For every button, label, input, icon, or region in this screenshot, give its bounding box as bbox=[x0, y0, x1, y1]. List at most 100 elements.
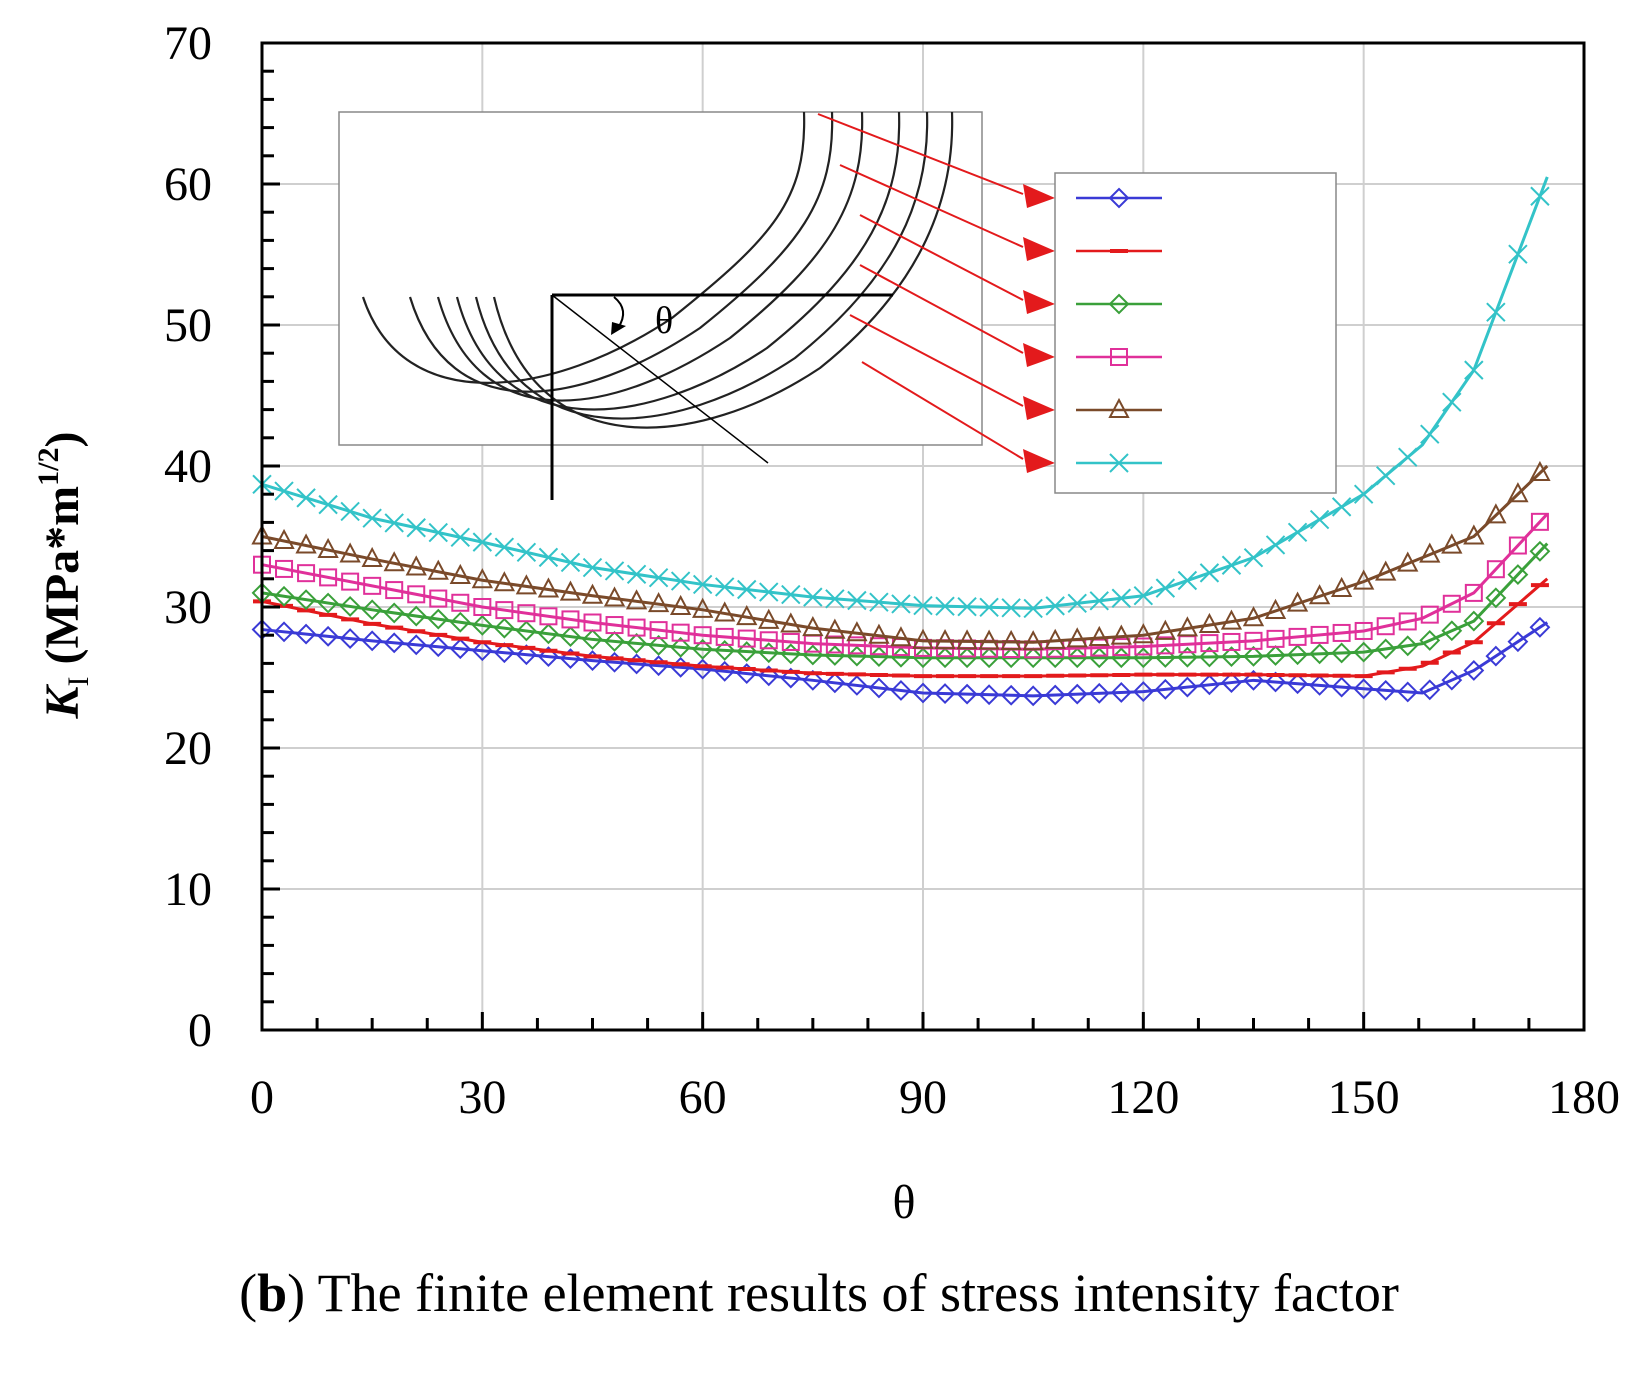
data-point bbox=[405, 605, 427, 627]
data-point bbox=[648, 634, 670, 656]
data-point bbox=[1529, 540, 1551, 562]
data-point bbox=[825, 589, 845, 609]
data-point bbox=[340, 501, 360, 522]
series-6 bbox=[252, 176, 1550, 619]
data-point bbox=[427, 636, 449, 658]
data-point bbox=[957, 597, 977, 617]
data-point bbox=[449, 563, 471, 584]
crack-front-arc bbox=[455, 111, 901, 411]
legend-marker bbox=[1108, 397, 1130, 418]
data-point bbox=[517, 604, 536, 623]
data-point bbox=[1309, 674, 1331, 696]
data-point bbox=[1067, 593, 1087, 614]
data-point bbox=[1530, 186, 1550, 206]
inset-theta-label: θ bbox=[655, 300, 673, 342]
data-point bbox=[1265, 645, 1286, 666]
figure-caption: (b) The finite element results of stress… bbox=[0, 1262, 1638, 1324]
data-point bbox=[471, 640, 493, 662]
data-point bbox=[846, 621, 868, 642]
data-point bbox=[802, 669, 824, 691]
legend-entry bbox=[1076, 187, 1162, 209]
data-point bbox=[274, 481, 294, 501]
data-point bbox=[605, 616, 624, 635]
data-point bbox=[471, 614, 493, 636]
data-point bbox=[736, 641, 758, 662]
data-point bbox=[515, 644, 537, 666]
data-point bbox=[493, 571, 516, 592]
data-point bbox=[1330, 576, 1353, 597]
data-point bbox=[604, 630, 625, 652]
data-point bbox=[693, 626, 712, 645]
svg-text:KI (MPa*m1/2): KI (MPa*m1/2) bbox=[32, 432, 95, 720]
pointer-arrow-icon bbox=[859, 214, 1055, 314]
data-point bbox=[781, 584, 801, 605]
y-axis-label-symbol: K bbox=[36, 683, 89, 719]
inset-angle-ray bbox=[551, 294, 769, 464]
data-point bbox=[1154, 647, 1176, 668]
data-point bbox=[582, 557, 603, 578]
data-point bbox=[451, 593, 470, 612]
data-point bbox=[1463, 524, 1485, 545]
data-point bbox=[1088, 682, 1110, 704]
data-point bbox=[1308, 584, 1331, 605]
x-tick-label: 60 bbox=[679, 1071, 727, 1124]
data-point bbox=[803, 587, 823, 607]
data-point bbox=[516, 542, 537, 562]
data-point bbox=[1530, 512, 1549, 531]
data-point bbox=[824, 618, 846, 639]
data-point bbox=[1419, 542, 1441, 563]
data-point bbox=[1133, 586, 1154, 606]
data-point bbox=[273, 585, 295, 607]
data-point bbox=[1485, 503, 1507, 524]
data-point bbox=[1000, 647, 1022, 669]
data-point bbox=[1000, 629, 1022, 650]
legend-marker bbox=[1110, 348, 1128, 366]
pointer-arrow-head bbox=[1023, 237, 1055, 261]
pointer-arrow-shaft bbox=[839, 164, 1024, 248]
data-point bbox=[1243, 547, 1264, 568]
data-point bbox=[1397, 551, 1419, 572]
data-point bbox=[758, 608, 780, 629]
data-point bbox=[1375, 560, 1397, 581]
pointer-arrow-head bbox=[1023, 396, 1055, 420]
legend-marker bbox=[1108, 293, 1130, 315]
data-point bbox=[869, 637, 888, 656]
y-axis-label-exponent: 1/2 bbox=[32, 448, 65, 486]
data-point bbox=[913, 595, 933, 616]
data-point bbox=[1154, 619, 1177, 640]
y-axis-label-close: ) bbox=[36, 432, 89, 448]
data-point bbox=[471, 568, 493, 589]
data-point bbox=[1398, 612, 1417, 631]
data-point bbox=[781, 632, 800, 651]
data-point bbox=[648, 567, 669, 588]
data-point bbox=[319, 568, 338, 587]
data-point bbox=[670, 636, 692, 658]
caption-label: b bbox=[257, 1263, 288, 1323]
data-point bbox=[1177, 570, 1198, 591]
data-point bbox=[1022, 630, 1044, 651]
data-point bbox=[318, 494, 338, 515]
data-point bbox=[1066, 647, 1088, 669]
data-point bbox=[385, 581, 404, 600]
data-point bbox=[934, 628, 956, 650]
data-point bbox=[1265, 671, 1286, 693]
pointer-arrow-icon bbox=[859, 264, 1055, 367]
data-point bbox=[341, 572, 360, 591]
y-tick-label: 20 bbox=[164, 722, 212, 775]
data-point bbox=[759, 582, 779, 602]
data-point bbox=[737, 629, 756, 648]
series-layer bbox=[251, 176, 1551, 707]
data-point bbox=[538, 547, 559, 568]
x-tick-label: 30 bbox=[458, 1071, 506, 1124]
data-point bbox=[1022, 647, 1044, 669]
inset-angle-arrowhead-icon bbox=[611, 322, 626, 335]
legend bbox=[1054, 172, 1337, 494]
pointer-arrow-head bbox=[1023, 290, 1055, 314]
pointer-arrow-shaft bbox=[849, 314, 1024, 407]
data-point bbox=[1353, 484, 1374, 504]
data-point bbox=[1397, 681, 1419, 703]
data-point bbox=[297, 564, 316, 583]
data-point bbox=[1441, 620, 1463, 642]
data-point bbox=[273, 528, 295, 550]
